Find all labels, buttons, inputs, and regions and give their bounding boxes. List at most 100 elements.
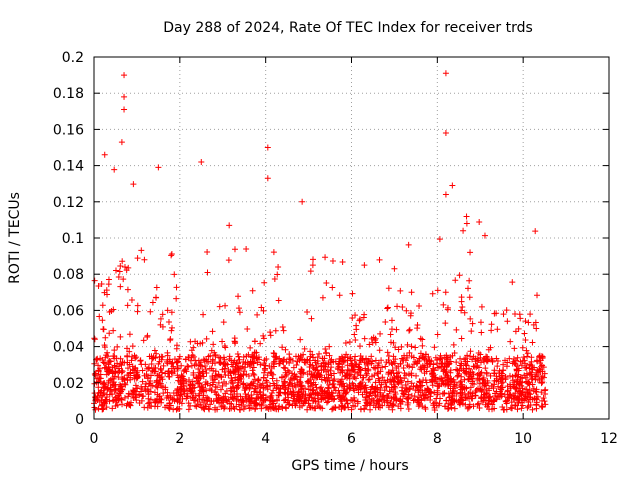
- data-point: [400, 390, 407, 397]
- data-point: [101, 151, 108, 158]
- data-point: [152, 364, 159, 371]
- data-point: [327, 359, 334, 366]
- data-point: [385, 353, 392, 360]
- data-point: [273, 382, 280, 389]
- data-point: [422, 404, 429, 411]
- data-point: [126, 390, 133, 397]
- data-point: [336, 292, 343, 299]
- data-point: [149, 382, 156, 389]
- data-point: [121, 72, 128, 79]
- data-point: [511, 310, 518, 317]
- data-point: [173, 390, 180, 397]
- y-tick-label: 0.12: [53, 195, 84, 211]
- data-point: [416, 379, 423, 386]
- data-point: [421, 366, 428, 373]
- data-point: [124, 365, 131, 372]
- data-point: [276, 360, 283, 367]
- data-point: [446, 394, 453, 401]
- data-point: [385, 356, 392, 363]
- data-point: [108, 307, 115, 314]
- data-point: [351, 356, 358, 363]
- data-point: [500, 311, 507, 318]
- data-point: [290, 364, 297, 371]
- data-point: [326, 391, 333, 398]
- data-point: [376, 347, 383, 354]
- data-point: [503, 307, 510, 314]
- data-point: [489, 358, 496, 365]
- data-point: [197, 401, 204, 408]
- data-point: [190, 371, 197, 378]
- data-point: [434, 287, 441, 294]
- data-point: [405, 371, 412, 378]
- data-point: [524, 353, 531, 360]
- data-point: [467, 315, 474, 322]
- data-point: [479, 379, 486, 386]
- data-point: [447, 367, 454, 374]
- data-point: [200, 311, 207, 318]
- data-point: [141, 256, 148, 263]
- data-point: [464, 394, 471, 401]
- data-point: [162, 384, 169, 391]
- data-point: [297, 374, 304, 381]
- data-point: [130, 181, 137, 188]
- data-point: [301, 357, 308, 364]
- data-point: [533, 389, 540, 396]
- data-point: [180, 368, 187, 375]
- data-point: [408, 343, 415, 350]
- data-point: [132, 365, 139, 372]
- data-point: [540, 374, 547, 381]
- data-point: [185, 400, 192, 407]
- data-point: [539, 353, 546, 360]
- data-point: [116, 390, 123, 397]
- data-point: [323, 279, 330, 286]
- data-point: [109, 391, 116, 398]
- data-point: [154, 391, 161, 398]
- data-point: [116, 268, 123, 275]
- data-point: [317, 385, 324, 392]
- data-point: [504, 383, 511, 390]
- data-point: [344, 357, 351, 364]
- data-point: [330, 377, 337, 384]
- data-point: [442, 70, 449, 77]
- data-point: [383, 384, 390, 391]
- data-point: [437, 395, 444, 402]
- data-point: [350, 366, 357, 373]
- data-point: [500, 361, 507, 368]
- data-point: [264, 175, 271, 182]
- data-point: [361, 388, 368, 395]
- data-point: [212, 388, 219, 395]
- data-point: [370, 397, 377, 404]
- data-point: [282, 346, 289, 353]
- data-point: [124, 302, 131, 309]
- data-point: [178, 372, 185, 379]
- data-point: [272, 354, 279, 361]
- data-point: [405, 405, 412, 412]
- data-point: [480, 357, 487, 364]
- data-point: [379, 364, 386, 371]
- data-point: [469, 390, 476, 397]
- data-point: [330, 384, 337, 391]
- data-point: [134, 302, 141, 309]
- data-point: [231, 405, 238, 412]
- data-point: [307, 348, 314, 355]
- data-point: [94, 355, 101, 362]
- data-point: [164, 307, 171, 314]
- data-point: [363, 370, 370, 377]
- data-point: [316, 350, 323, 357]
- data-point: [91, 277, 98, 284]
- data-point: [154, 396, 161, 403]
- data-point: [243, 353, 250, 360]
- data-point: [93, 356, 100, 363]
- x-tick-label: 6: [347, 431, 356, 447]
- data-point: [539, 397, 546, 404]
- data-point: [415, 399, 422, 406]
- data-point: [126, 348, 133, 355]
- data-point: [312, 359, 319, 366]
- data-point: [302, 397, 309, 404]
- data-point: [206, 406, 213, 413]
- data-point: [251, 388, 258, 395]
- data-point: [524, 404, 531, 411]
- data-point: [326, 381, 333, 388]
- data-point: [404, 362, 411, 369]
- data-point: [384, 304, 391, 311]
